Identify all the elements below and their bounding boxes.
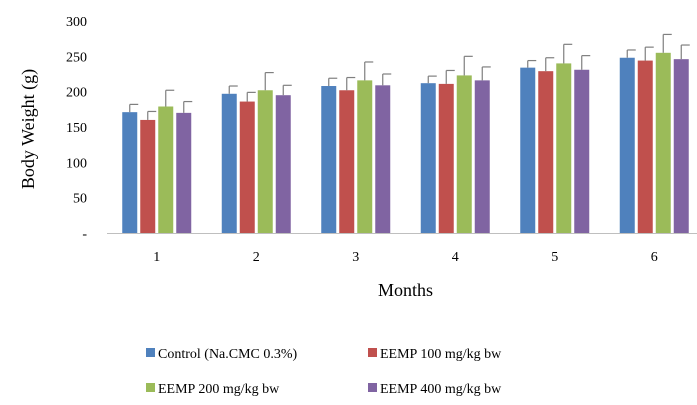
bar-1-month-6 <box>619 57 635 233</box>
error-bar-3-month-1 <box>165 89 175 107</box>
bar-4-month-1 <box>176 112 192 233</box>
x-tick-label: 5 <box>551 250 558 265</box>
bar-2-month-6 <box>637 60 653 233</box>
bar-2-month-2 <box>239 101 255 233</box>
bar-3-month-2 <box>257 90 273 234</box>
error-bar-3-month-3 <box>364 61 374 81</box>
bar-2-month-5 <box>538 71 554 233</box>
error-bar-3-month-4 <box>463 55 473 76</box>
x-tick-label: 3 <box>352 250 359 265</box>
error-bar-1-month-4 <box>427 75 437 84</box>
bar-2-month-1 <box>140 119 156 233</box>
bar-3-month-3 <box>357 80 373 233</box>
x-axis-title: Months <box>378 280 433 300</box>
error-bars-layer <box>129 33 690 120</box>
bar-1-month-3 <box>321 86 337 233</box>
error-bar-1-month-3 <box>328 77 338 87</box>
y-tick-label: 50 <box>73 192 87 207</box>
bar-4-month-6 <box>673 59 689 233</box>
legend: Control (Na.CMC 0.3%) EEMP 100 mg/kg bw EE… <box>146 347 502 397</box>
legend-item-3: EEMP 200 mg/kg bw <box>146 382 280 397</box>
error-bar-3-month-6 <box>662 33 672 53</box>
x-tick-label: 6 <box>651 250 658 265</box>
legend-swatch <box>146 383 155 392</box>
error-bar-1-month-2 <box>228 85 238 94</box>
error-bar-2-month-2 <box>246 91 256 102</box>
bar-2-month-3 <box>339 90 355 234</box>
legend-swatch <box>368 348 377 357</box>
bar-1-month-5 <box>520 67 536 233</box>
error-bar-1-month-1 <box>129 103 139 113</box>
y-tick-label: 150 <box>66 121 87 136</box>
y-tick-label: 200 <box>66 86 87 101</box>
bar-3-month-5 <box>556 63 572 234</box>
error-bar-4-month-6 <box>680 44 690 60</box>
error-bar-2-month-1 <box>147 110 157 120</box>
bar-4-month-2 <box>275 95 291 233</box>
y-tick-label: 250 <box>66 50 87 65</box>
legend-item-4: EEMP 400 mg/kg bw <box>368 382 502 397</box>
legend-item-1: Control (Na.CMC 0.3%) <box>146 347 298 362</box>
legend-swatch <box>368 383 377 392</box>
error-bar-2-month-4 <box>445 69 455 84</box>
legend-label: EEMP 100 mg/kg bw <box>380 347 502 362</box>
legend-swatch <box>146 348 155 357</box>
error-bar-2-month-5 <box>545 57 555 72</box>
error-bar-2-month-3 <box>346 76 356 91</box>
x-tick-label: 4 <box>452 250 459 265</box>
bar-1-month-1 <box>122 112 138 233</box>
y-tick-label: - <box>82 227 87 242</box>
error-bar-4-month-3 <box>382 73 392 86</box>
bar-4-month-5 <box>574 69 590 233</box>
legend-label: Control (Na.CMC 0.3%) <box>158 347 298 362</box>
y-axis-title: Body Weight (g) <box>18 69 39 189</box>
error-bar-4-month-5 <box>581 55 591 70</box>
bar-3-month-4 <box>456 75 472 233</box>
error-bar-2-month-6 <box>644 46 654 61</box>
error-bar-4-month-1 <box>183 100 193 113</box>
x-tick-labels: 1 2 3 4 5 6 <box>153 250 658 265</box>
bar-2-month-4 <box>438 83 454 233</box>
bar-3-month-6 <box>655 52 671 233</box>
bar-1-month-4 <box>420 83 436 233</box>
error-bar-1-month-6 <box>626 49 636 58</box>
legend-label: EEMP 400 mg/kg bw <box>380 382 502 397</box>
bar-1-month-2 <box>221 93 237 233</box>
error-bar-1-month-5 <box>527 59 537 68</box>
bar-4-month-4 <box>474 80 490 233</box>
bar-3-month-1 <box>158 106 174 233</box>
y-tick-label: 100 <box>66 156 87 171</box>
error-bar-3-month-5 <box>563 43 573 64</box>
bars-layer <box>122 52 689 234</box>
x-tick-label: 1 <box>153 250 160 265</box>
error-bar-3-month-2 <box>264 71 274 91</box>
error-bar-4-month-2 <box>282 84 292 96</box>
legend-item-2: EEMP 100 mg/kg bw <box>368 347 502 362</box>
error-bar-4-month-4 <box>481 66 491 81</box>
y-tick-labels: - 50 100 150 200 250 300 <box>66 15 87 242</box>
legend-label: EEMP 200 mg/kg bw <box>158 382 280 397</box>
bar-4-month-3 <box>375 85 391 233</box>
x-tick-label: 2 <box>253 250 260 265</box>
y-tick-label: 300 <box>66 15 87 30</box>
